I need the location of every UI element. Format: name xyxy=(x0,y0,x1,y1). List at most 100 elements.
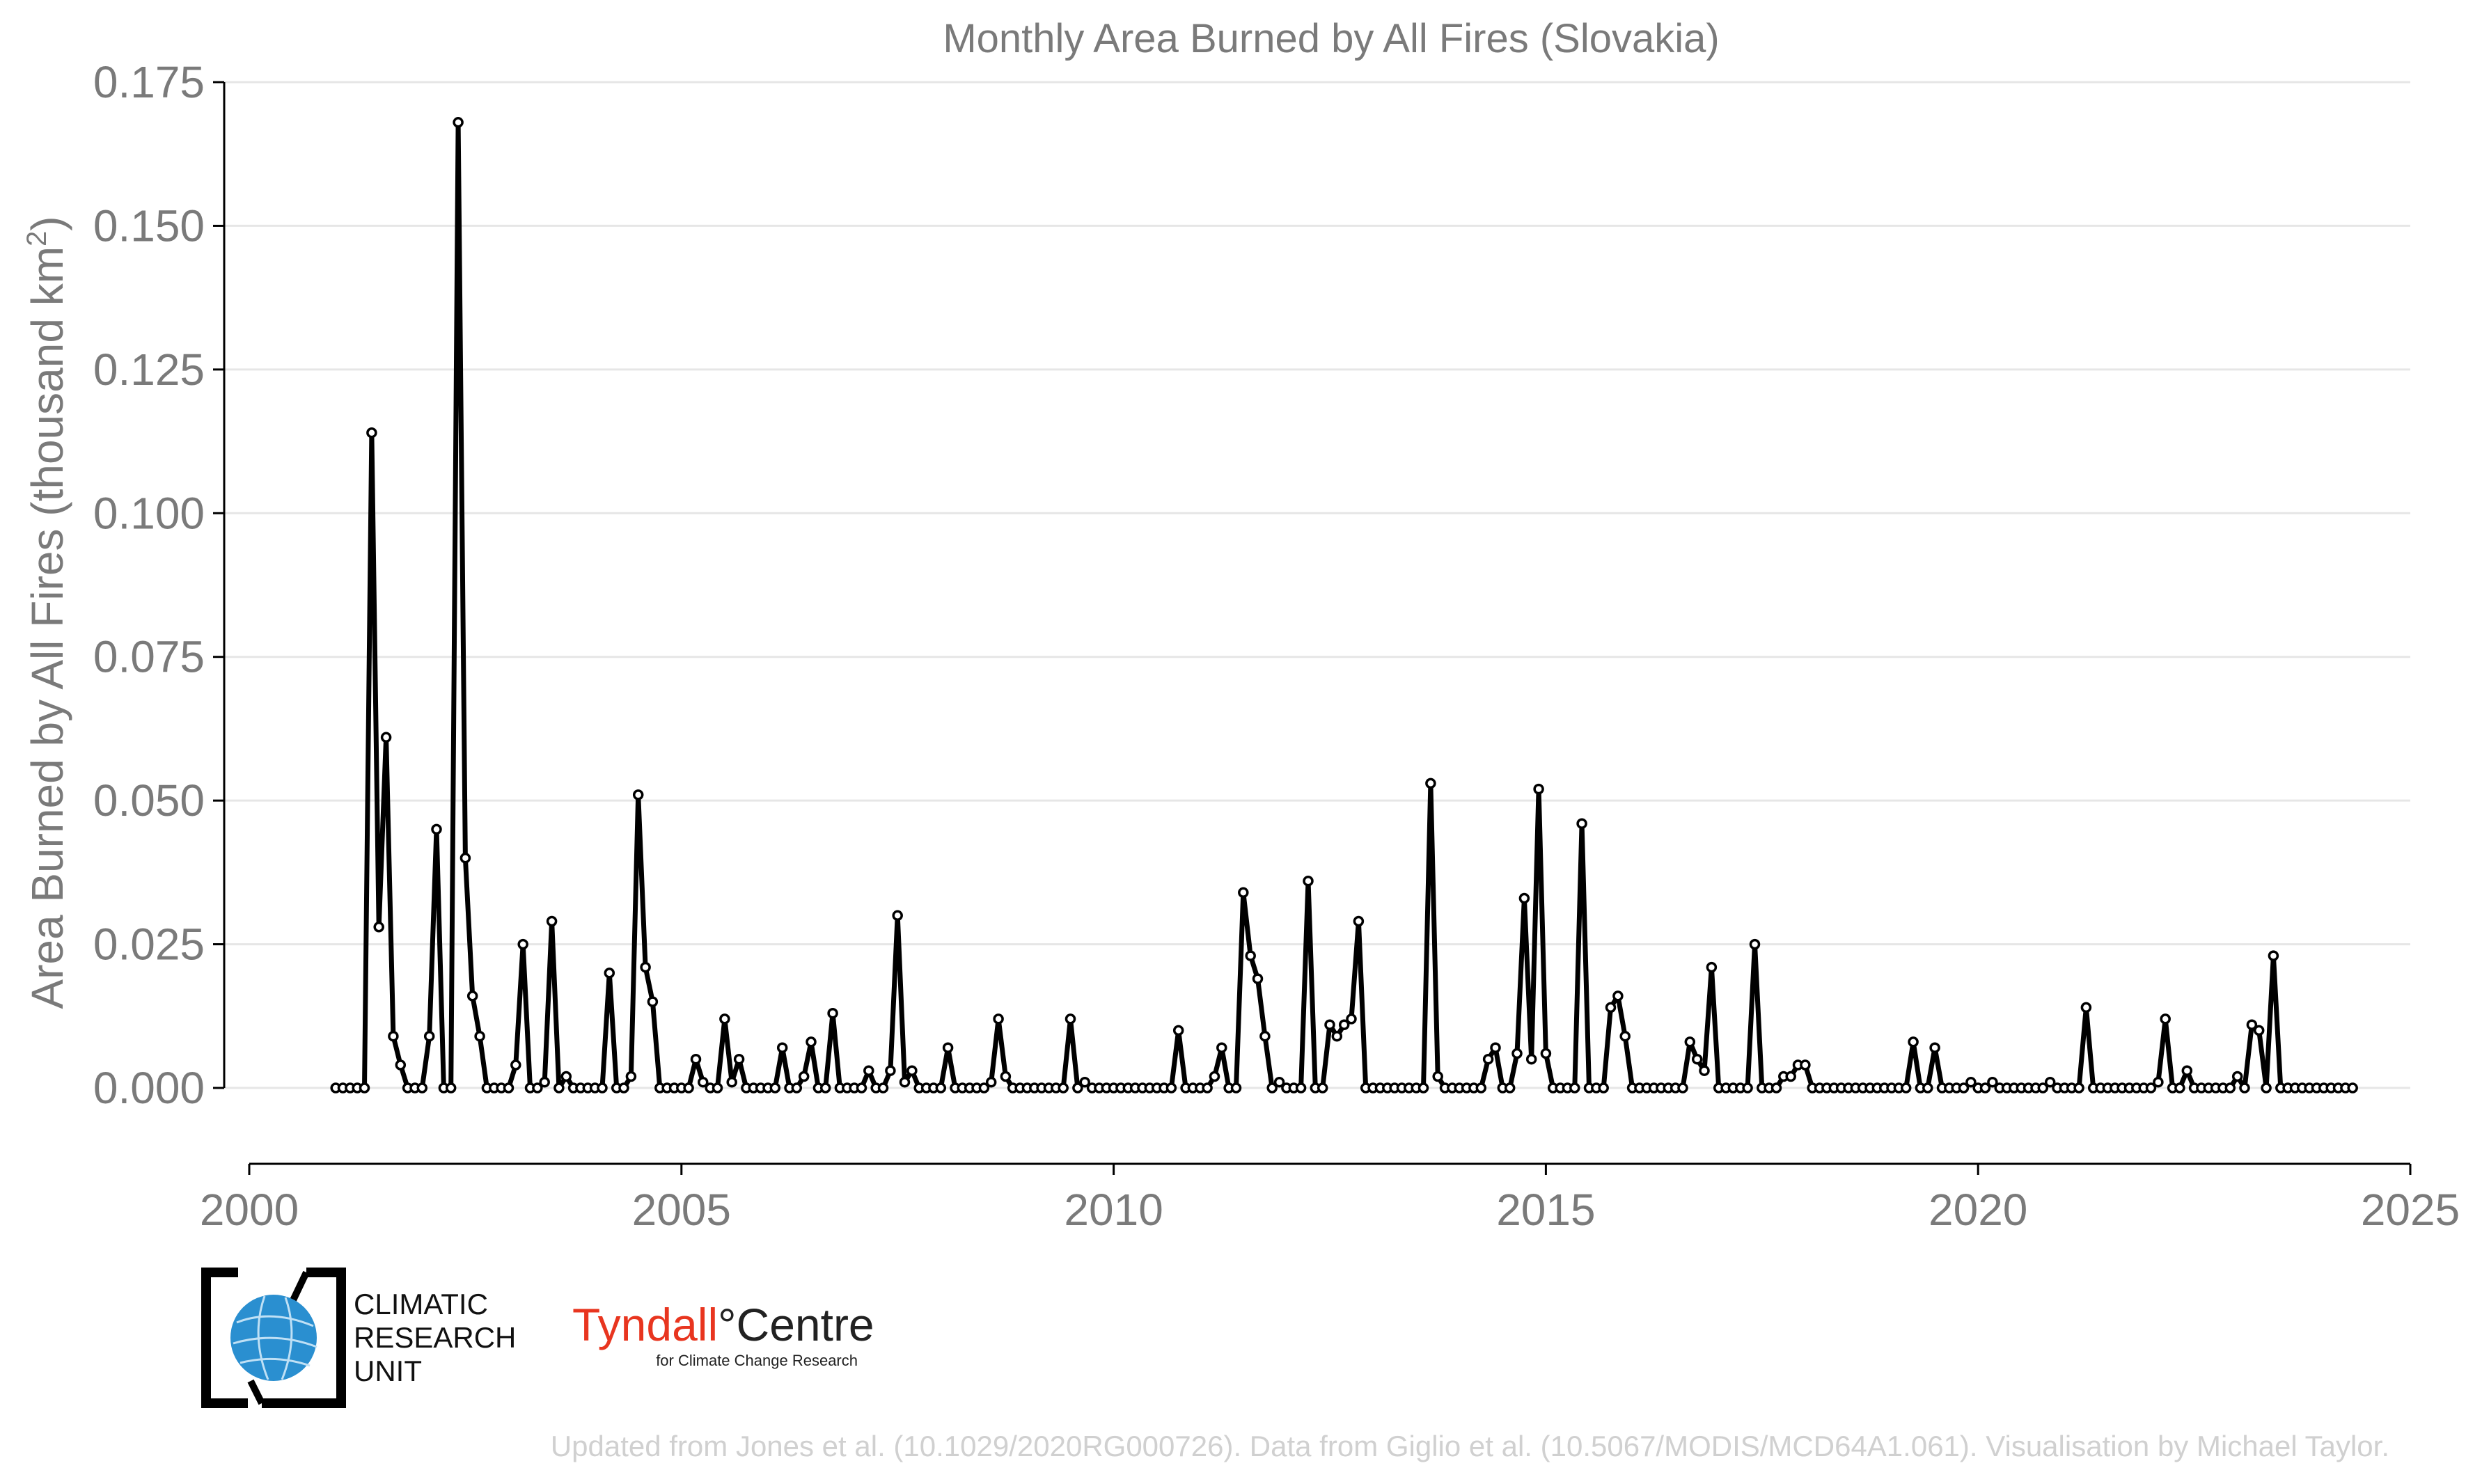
data-point xyxy=(539,1076,550,1088)
cru-logo-line-3: UNIT xyxy=(354,1355,422,1387)
data-point xyxy=(935,1082,947,1094)
data-point xyxy=(1706,961,1718,973)
cru-logo-slash-bottom xyxy=(247,1379,265,1405)
data-point xyxy=(1303,875,1314,887)
data-point xyxy=(604,968,615,979)
data-point xyxy=(1259,1030,1271,1042)
data-point xyxy=(1800,1059,1811,1071)
data-point xyxy=(1202,1082,1213,1094)
cru-logo: CLIMATIC RESEARCH UNIT xyxy=(201,1268,516,1408)
data-point xyxy=(885,1065,896,1076)
data-point xyxy=(1619,1030,1631,1042)
data-point xyxy=(1569,1082,1580,1094)
data-point xyxy=(1504,1082,1516,1094)
data-point xyxy=(1252,973,1264,984)
data-point xyxy=(532,1082,543,1094)
x-tick-label: 2010 xyxy=(1064,1185,1163,1235)
data-point xyxy=(1922,1082,1933,1094)
data-point xyxy=(1518,892,1530,904)
data-point xyxy=(431,823,442,835)
y-tick-label: 0.075 xyxy=(93,632,205,682)
data-point xyxy=(510,1059,521,1071)
data-point xyxy=(906,1065,918,1076)
credit-text: Updated from Jones et al. (10.1029/2020R… xyxy=(551,1430,2389,1462)
cru-logo-line-1: CLIMATIC xyxy=(354,1288,488,1320)
x-tick-label: 2005 xyxy=(632,1185,731,1235)
y-axis-label: Area Burned by All Fires (thousand km2) xyxy=(22,216,72,1009)
data-point xyxy=(546,915,558,927)
data-point xyxy=(1900,1082,1912,1094)
data-point xyxy=(899,1076,911,1088)
data-point xyxy=(460,852,471,864)
data-point xyxy=(1209,1071,1220,1082)
y-tick-label: 0.175 xyxy=(93,57,205,107)
data-point xyxy=(1425,777,1436,789)
data-point xyxy=(445,1082,457,1094)
data-point xyxy=(1785,1071,1796,1082)
data-point xyxy=(553,1082,565,1094)
data-point xyxy=(690,1053,702,1065)
data-point xyxy=(733,1053,745,1065)
data-point xyxy=(2231,1071,2243,1082)
data-point xyxy=(1058,1082,1069,1094)
data-point xyxy=(2347,1082,2358,1094)
data-point xyxy=(726,1076,737,1088)
data-point xyxy=(942,1042,954,1053)
data-point xyxy=(453,117,464,128)
data-point xyxy=(517,938,528,950)
data-point xyxy=(2224,1082,2236,1094)
data-point xyxy=(1987,1076,1998,1088)
x-tick-label: 2000 xyxy=(200,1185,299,1235)
data-point xyxy=(1273,1076,1285,1088)
data-point xyxy=(1533,783,1544,795)
y-axis: 0.000 0.025 0.050 0.075 0.100 0.125 0.150 0.175 xyxy=(93,57,226,1113)
x-axis: 2000 2005 2010 2015 2020 2025 xyxy=(200,1162,2460,1235)
data-point xyxy=(632,789,644,800)
tyndall-logo-text: Tyndall°Centre xyxy=(572,1299,874,1350)
cru-logo-line-2: RESEARCH xyxy=(354,1321,516,1354)
data-point xyxy=(863,1065,874,1076)
tyndall-logo-degree: ° xyxy=(718,1299,736,1350)
data-point xyxy=(625,1071,637,1082)
data-point xyxy=(1324,1019,1335,1030)
data-point xyxy=(993,1013,1004,1025)
x-tick-label: 2015 xyxy=(1496,1185,1595,1235)
data-point xyxy=(798,1071,810,1082)
data-point xyxy=(1475,1082,1487,1094)
y-tick-label: 0.100 xyxy=(93,488,205,538)
data-point xyxy=(1338,1019,1350,1030)
data-point xyxy=(1576,818,1587,829)
data-point xyxy=(877,1082,889,1094)
data-point xyxy=(2160,1013,2171,1025)
x-tick-label: 2020 xyxy=(1929,1185,2027,1235)
data-point xyxy=(2246,1019,2258,1030)
data-point xyxy=(1172,1025,1184,1036)
data-point xyxy=(1065,1013,1076,1025)
data-point xyxy=(1331,1030,1343,1042)
data-point xyxy=(466,990,478,1002)
data-point xyxy=(597,1082,608,1094)
cru-logo-frame xyxy=(201,1268,248,1408)
data-point xyxy=(2037,1082,2049,1094)
data-point xyxy=(1965,1076,1977,1088)
data-point xyxy=(1317,1082,1328,1094)
tyndall-logo: Tyndall°Centre for Climate Change Resear… xyxy=(572,1299,874,1369)
data-point xyxy=(712,1082,723,1094)
y-axis-label-main: Area Burned by All Fires (thousand km xyxy=(22,246,72,1009)
data-point xyxy=(1230,1082,1242,1094)
cru-logo-slash-top xyxy=(289,1270,310,1304)
data-point xyxy=(769,1082,781,1094)
data-point xyxy=(2080,1002,2092,1013)
data-point xyxy=(1742,1082,1753,1094)
data-point xyxy=(1490,1042,1501,1053)
data-point xyxy=(380,732,392,743)
y-tick-label: 0.050 xyxy=(93,775,205,826)
data-point xyxy=(819,1082,831,1094)
data-point xyxy=(503,1082,515,1094)
data-point xyxy=(698,1076,709,1088)
data-point xyxy=(1684,1036,1696,1048)
data-point xyxy=(1266,1082,1278,1094)
data-point xyxy=(1612,990,1624,1002)
data-point xyxy=(1432,1071,1443,1082)
